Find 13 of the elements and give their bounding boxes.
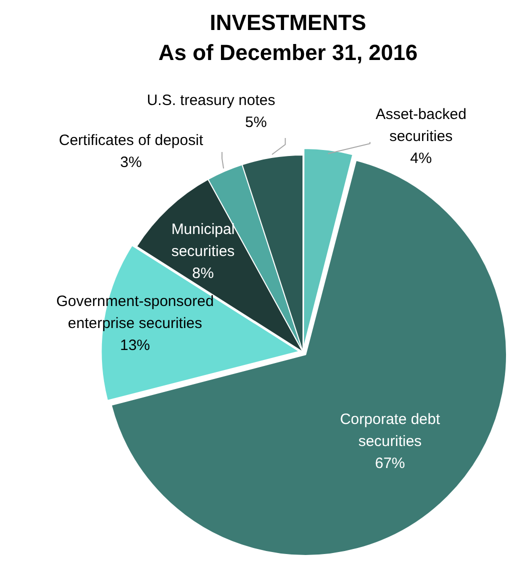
- data-label: 5%: [245, 114, 267, 132]
- data-label: 67%: [374, 455, 406, 472]
- data-label: 3%: [120, 154, 142, 172]
- chart-subtitle: As of December 31, 2016: [157, 39, 419, 67]
- slice-label: Corporate debt securities: [340, 411, 441, 450]
- data-label: 8%: [192, 265, 214, 282]
- slice-label: Certificates of deposit: [58, 132, 204, 150]
- slice-label: Municipal securities: [171, 221, 235, 260]
- data-label: 4%: [410, 150, 432, 168]
- chart-title: INVESTMENTS: [208, 9, 368, 37]
- slice-label: Asset-backed securities: [376, 106, 466, 146]
- slice-label: U.S. treasury notes: [146, 92, 276, 110]
- data-label: 13%: [120, 337, 150, 354]
